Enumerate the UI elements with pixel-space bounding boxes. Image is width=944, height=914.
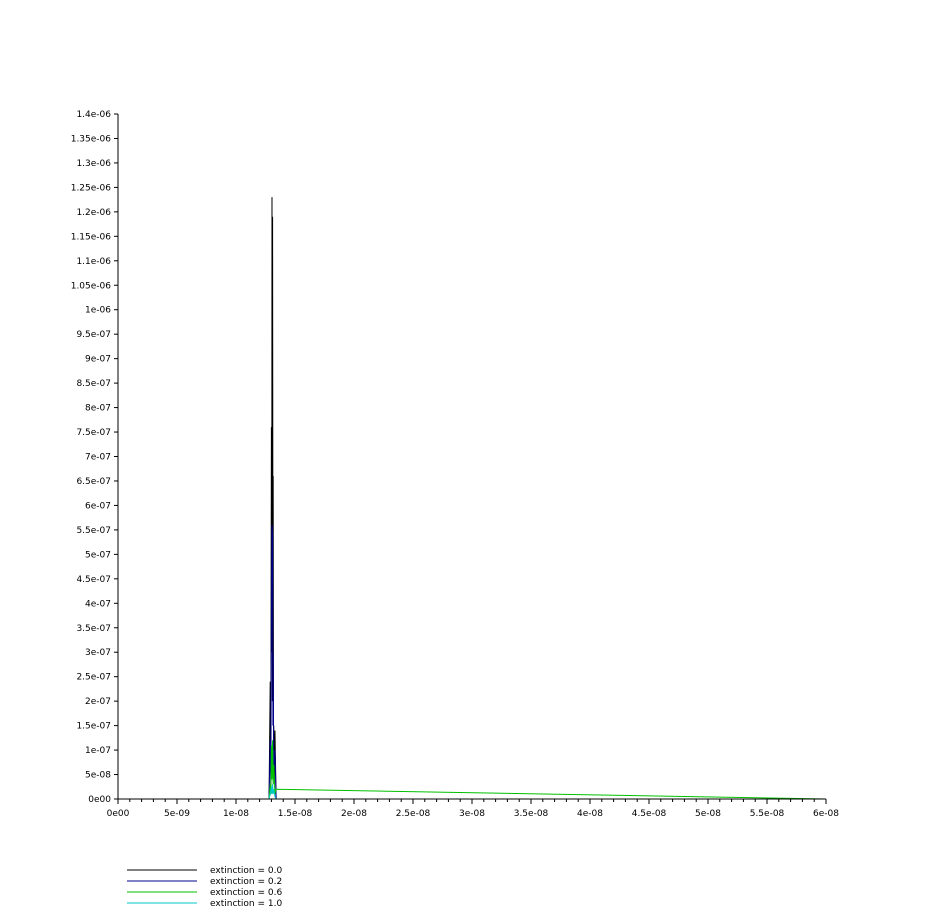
series-line-0 xyxy=(118,197,826,800)
y-tick-label: 1.1e-06 xyxy=(76,257,111,267)
x-tick-label: 1e-08 xyxy=(223,809,249,819)
x-tick-label: 5e-08 xyxy=(695,809,721,819)
legend-label: extinction = 0.0 xyxy=(210,866,282,876)
x-tick-label: 0e00 xyxy=(107,809,130,819)
y-tick-label: 7.5e-07 xyxy=(76,428,111,438)
y-tick-label: 6.5e-07 xyxy=(76,477,111,487)
series-line-1 xyxy=(118,524,826,800)
y-tick-label: 6e-07 xyxy=(85,501,111,511)
y-tick-label: 9e-07 xyxy=(85,355,111,365)
y-tick-label: 2e-07 xyxy=(85,697,111,707)
y-tick-label: 0e00 xyxy=(88,795,111,805)
x-tick-label: 2e-08 xyxy=(341,809,367,819)
y-tick-label: 1e-07 xyxy=(85,746,111,756)
x-tick-label: 3e-08 xyxy=(459,809,485,819)
y-tick-label: 1e-06 xyxy=(85,306,111,316)
y-tick-label: 1.3e-06 xyxy=(76,159,111,169)
y-tick-label: 8e-07 xyxy=(85,404,111,414)
y-tick-label: 1.05e-06 xyxy=(71,281,112,291)
x-tick-label: 5.5e-08 xyxy=(750,809,785,819)
legend-label: extinction = 0.2 xyxy=(210,877,282,887)
y-tick-label: 1.25e-06 xyxy=(71,183,112,193)
x-tick-label: 4.5e-08 xyxy=(632,809,667,819)
y-axis-ticks: 0e00 5e-08 1e-07 1.5e-07 2e-07 2.5e-07 3e-07 3.… xyxy=(71,110,118,805)
legend-label: extinction = 0.6 xyxy=(210,888,282,898)
y-tick-label: 3e-07 xyxy=(85,648,111,658)
y-tick-label: 1.4e-06 xyxy=(76,110,111,120)
y-tick-label: 1.2e-06 xyxy=(76,208,111,218)
y-tick-label: 2.5e-07 xyxy=(76,673,111,683)
x-tick-label: 3.5e-08 xyxy=(514,809,549,819)
y-tick-label: 5.5e-07 xyxy=(76,526,111,536)
y-tick-label: 1.5e-07 xyxy=(76,722,111,732)
y-tick-label: 7e-07 xyxy=(85,453,111,463)
y-tick-label: 8.5e-07 xyxy=(76,379,111,389)
y-tick-label: 1.15e-06 xyxy=(71,232,112,242)
y-tick-label: 5e-07 xyxy=(85,550,111,560)
y-tick-label: 1.35e-06 xyxy=(71,134,112,144)
axes-layer xyxy=(117,114,826,800)
legend-label: extinction = 1.0 xyxy=(210,899,282,909)
y-tick-label: 9.5e-07 xyxy=(76,330,111,340)
x-tick-label: 2.5e-08 xyxy=(396,809,431,819)
x-tick-label: 1.5e-08 xyxy=(278,809,313,819)
series-layer xyxy=(118,197,827,800)
series-line-2 xyxy=(118,740,827,800)
y-tick-label: 4e-07 xyxy=(85,599,111,609)
x-axis-ticks: 0e00 5e-09 1e-08 1.5e-08 2e-08 2.5e-08 3e-08 3.… xyxy=(107,799,839,819)
y-tick-label: 3.5e-07 xyxy=(76,624,111,634)
y-tick-label: 5e-08 xyxy=(85,771,111,781)
x-tick-label: 5e-09 xyxy=(164,809,190,819)
y-tick-label: 4.5e-07 xyxy=(76,575,111,585)
x-tick-label: 4e-08 xyxy=(577,809,603,819)
x-tick-label: 6e-08 xyxy=(813,809,839,819)
series-line-3 xyxy=(118,784,826,800)
